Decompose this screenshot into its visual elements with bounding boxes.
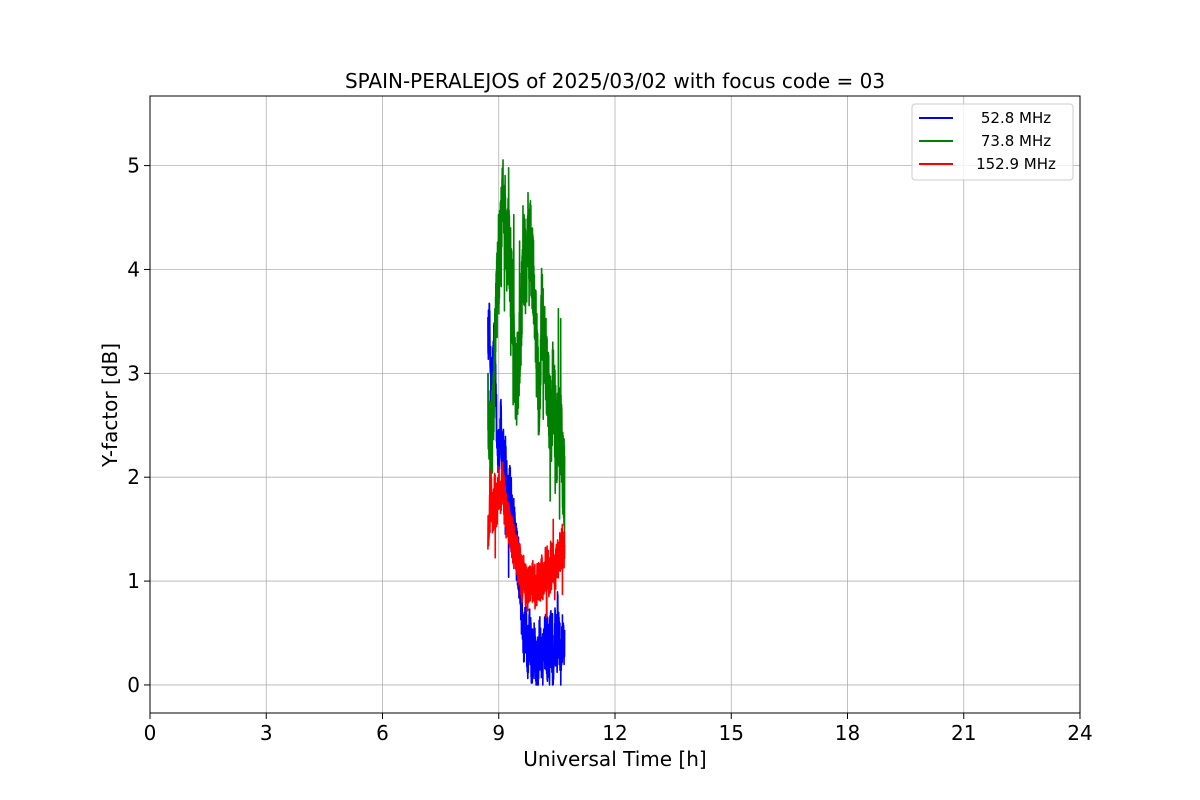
x-tick-label: 3 — [260, 721, 273, 745]
x-tick-label: 12 — [602, 721, 627, 745]
y-tick-label: 3 — [127, 361, 140, 385]
legend-box — [911, 103, 1074, 181]
legend-label-152-9: 152.9 MHz — [976, 155, 1056, 173]
series-line-52-8 — [487, 302, 566, 686]
x-tick-label: 21 — [951, 721, 976, 745]
grid — [149, 96, 1081, 713]
y-tick-label: 2 — [127, 465, 140, 489]
x-tick-label: 24 — [1067, 721, 1092, 745]
x-axis-label: Universal Time [h] — [523, 747, 706, 771]
x-tick-label: 18 — [835, 721, 860, 745]
y-tick-label: 0 — [127, 673, 140, 697]
series-group — [487, 159, 566, 686]
legend-label-73-8: 73.8 MHz — [981, 132, 1051, 150]
y-axis-ticks: 0 1 2 3 4 5 — [127, 154, 150, 697]
y-axis-label: Y-factor [dB] — [98, 343, 122, 468]
legend: 52.8 MHz 73.8 MHz 152.9 MHz — [911, 103, 1074, 181]
x-tick-label: 6 — [376, 721, 389, 745]
x-axis-ticks: 0 3 6 9 12 15 18 21 24 — [144, 713, 1093, 745]
x-tick-label: 0 — [144, 721, 157, 745]
chart-title: SPAIN-PERALEJOS of 2025/03/02 with focus… — [345, 69, 885, 93]
y-tick-label: 5 — [127, 154, 140, 178]
x-tick-label: 9 — [492, 721, 505, 745]
y-tick-label: 1 — [127, 569, 140, 593]
legend-label-52-8: 52.8 MHz — [981, 109, 1051, 127]
series-line-73-8 — [487, 159, 566, 531]
y-tick-label: 4 — [127, 257, 140, 281]
x-tick-label: 15 — [719, 721, 744, 745]
series-line-152-9 — [487, 461, 566, 619]
